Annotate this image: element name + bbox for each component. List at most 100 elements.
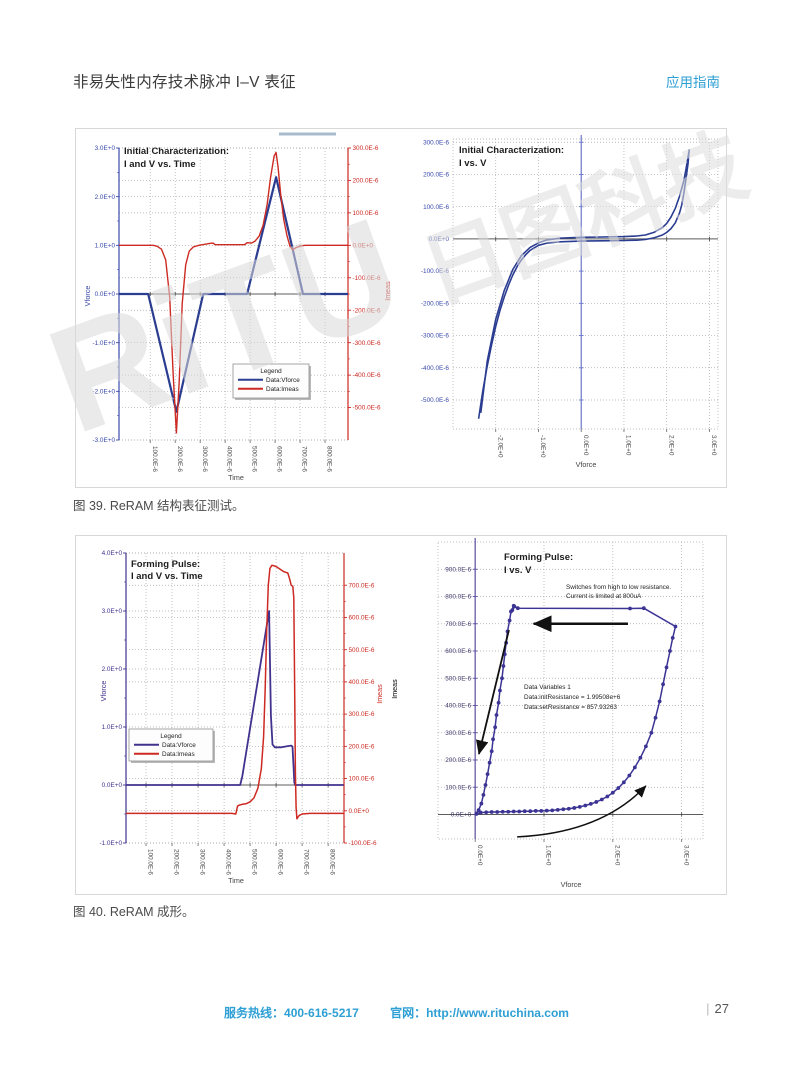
data-point: [627, 773, 632, 778]
data-point: [517, 809, 522, 814]
x-axis-label: Time: [228, 473, 244, 482]
data-point: [566, 806, 571, 811]
x-tick-label: 500.0E-6: [251, 849, 258, 875]
y-tick-label: 600.0E-6: [445, 648, 471, 655]
annotation-datavars: Data Variables 1: [524, 684, 571, 691]
y2-axis-label: Imeas: [383, 281, 392, 301]
figure-40-charts: 100.0E-6 200.0E-6 300.0E-6 400.0E-6 500.0E-6…: [99, 538, 704, 889]
data-point: [673, 624, 678, 629]
series-sweep-up-branch: [480, 149, 691, 413]
data-point: [616, 786, 621, 790]
page-number: | 27: [706, 1001, 729, 1016]
plot-border: [437, 541, 704, 840]
page-header: 非易失性内存技术脉冲 I–V 表征 应用指南: [73, 70, 720, 92]
x-tick-label: 300.0E-6: [201, 446, 208, 472]
x-tick-label: 200.0E-6: [173, 849, 180, 875]
data-point: [511, 603, 516, 608]
footer-website[interactable]: 官网：http://www.rituchina.com: [390, 1006, 569, 1020]
chart-title: I vs. V: [459, 158, 487, 169]
legend-label: Data:Imeas: [162, 751, 195, 758]
y-axis-label: Imeas: [390, 679, 399, 699]
y-axis-label: Vforce: [99, 681, 108, 702]
y-tick-label: 200.0E-6: [445, 757, 471, 764]
y2-tick-label: 100.0E-6: [353, 210, 379, 217]
y-tick-label: 400.0E-6: [445, 703, 471, 710]
series-Data:Vforce: [119, 176, 348, 413]
data-point: [621, 780, 626, 785]
figure-39-container: 100.0E-6 200.0E-6 300.0E-6 400.0E-6 500.0E-6…: [75, 128, 727, 488]
y2-tick-label: 300.0E-6: [349, 711, 375, 718]
data-point: [649, 730, 654, 735]
document-title: 非易失性内存技术脉冲 I–V 表征: [73, 74, 296, 91]
figure-39-charts: 100.0E-6 200.0E-6 300.0E-6 400.0E-6 500.0E-6…: [83, 132, 719, 482]
legend-label: Data:Vforce: [162, 742, 196, 749]
x-tick-label: 3.0E+0: [682, 845, 689, 866]
y-tick-label: 0.0E+0: [451, 812, 472, 819]
y-tick-label: 2.0E+0: [102, 666, 123, 673]
y2-tick-label: 200.0E-6: [349, 743, 375, 750]
y-tick-label: 700.0E-6: [445, 621, 471, 628]
data-point: [483, 783, 488, 787]
y-tick-label: -1.0E+0: [92, 340, 115, 347]
data-point: [500, 809, 505, 814]
y-tick-label: 300.0E-6: [445, 730, 471, 737]
data-point: [495, 810, 500, 814]
footer-hotline: 服务热线：400-616-5217: [224, 1006, 359, 1020]
x-tick-label: 700.0E-6: [301, 446, 308, 472]
y2-tick-label: -100.0E-6: [353, 275, 382, 282]
x-tick-label: -1.0E+0: [539, 435, 546, 458]
x-tick-label: 100.0E-6: [147, 849, 154, 875]
annotation-note: Current is limited at 800uA: [566, 593, 642, 600]
y2-tick-label: 0.0E+0: [349, 808, 370, 815]
y-tick-label: 800.0E-6: [445, 594, 471, 601]
y-tick-label: -400.0E-6: [421, 365, 450, 372]
chart-init_time: 100.0E-6 200.0E-6 300.0E-6 400.0E-6 500.0E-6…: [83, 132, 392, 482]
data-point: [550, 808, 555, 813]
y2-tick-label: 300.0E-6: [353, 145, 379, 152]
y-tick-label: -500.0E-6: [421, 397, 450, 404]
figure-40-caption: 图 40. ReRAM 成形。: [73, 905, 195, 919]
data-point: [670, 636, 675, 640]
y2-tick-label: 0.0E+0: [353, 242, 374, 249]
x-tick-label: 0.0E+0: [582, 435, 589, 456]
y2-tick-label: 400.0E-6: [349, 679, 375, 686]
x-tick-label: 700.0E-6: [303, 849, 310, 875]
annotation-note: Switches from high to low resistance.: [566, 584, 671, 591]
y2-tick-label: -100.0E-6: [349, 840, 378, 847]
x-axis-label: Time: [228, 876, 244, 885]
data-point: [583, 803, 588, 808]
data-point: [533, 809, 538, 813]
data-point: [484, 810, 489, 815]
x-tick-label: 600.0E-6: [276, 446, 283, 472]
data-point: [481, 792, 486, 797]
y-tick-label: -3.0E+0: [92, 437, 115, 444]
y-tick-label: 2.0E+0: [95, 194, 116, 201]
legend-label: Data:Vforce: [266, 377, 300, 384]
data-point: [474, 811, 479, 816]
annotation-datavars: Data:setResistance = 857.93263: [524, 704, 617, 711]
y-tick-label: 100.0E-6: [423, 204, 449, 211]
data-point: [496, 700, 501, 705]
legend-title: Legend: [260, 368, 282, 375]
legend-label: Data:Imeas: [266, 386, 299, 393]
data-point: [577, 804, 582, 809]
data-point: [653, 715, 658, 720]
data-point: [610, 790, 615, 795]
x-tick-label: 1.0E+0: [545, 845, 552, 866]
data-point: [641, 606, 646, 611]
chart-title: I and V vs. Time: [131, 571, 203, 582]
y2-tick-label: -200.0E-6: [353, 307, 382, 314]
y-tick-label: -200.0E-6: [421, 300, 450, 307]
data-point: [489, 749, 494, 754]
data-point: [498, 688, 502, 693]
y-tick-label: 1.0E+0: [95, 242, 116, 249]
data-point: [489, 810, 494, 814]
legend-title: Legend: [160, 733, 182, 740]
data-point: [522, 809, 527, 814]
x-tick-label: 200.0E-6: [176, 446, 183, 472]
chart-init_iv: -2.0E+0 -1.0E+0 0.0E+0 1.0E+0 2.0E+0 3.0E+0 30…: [421, 135, 719, 469]
x-tick-label: 400.0E-6: [226, 446, 233, 472]
x-tick-label: 800.0E-6: [329, 849, 336, 875]
data-point: [544, 808, 549, 813]
